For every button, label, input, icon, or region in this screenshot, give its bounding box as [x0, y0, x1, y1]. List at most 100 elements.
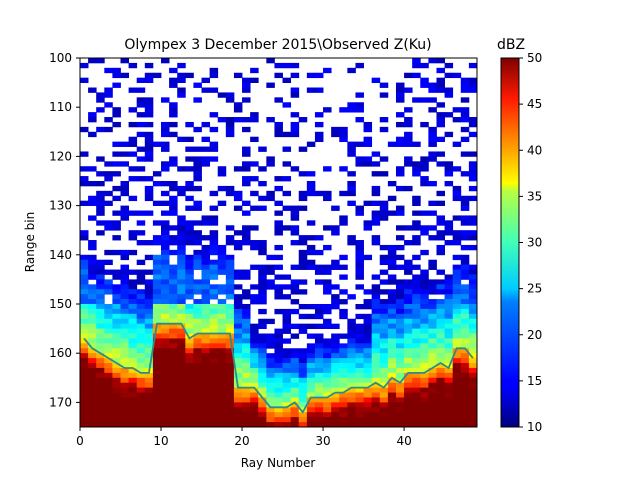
heatmap-cell: [387, 180, 397, 187]
heatmap-cell: [428, 392, 437, 398]
heatmap-cell: [395, 343, 405, 349]
heatmap-cell: [193, 303, 202, 310]
heatmap-cell: [193, 402, 202, 408]
heatmap-cell: [306, 303, 316, 310]
heatmap-cell: [428, 363, 437, 369]
heatmap-cell: [404, 121, 413, 128]
heatmap-cell: [79, 338, 89, 344]
heatmap-cell: [185, 348, 194, 354]
heatmap-cell: [104, 308, 113, 315]
heatmap-cell: [355, 259, 364, 266]
heatmap-cell: [201, 259, 211, 266]
heatmap-cell: [404, 402, 413, 408]
heatmap-cell: [444, 343, 454, 349]
heatmap-cell: [104, 372, 113, 379]
heatmap-cell: [444, 289, 454, 295]
heatmap-cell: [161, 417, 170, 423]
heatmap-cell: [177, 422, 186, 428]
heatmap-cell: [225, 131, 235, 138]
heatmap-cell: [323, 303, 332, 310]
heatmap-cell: [96, 372, 105, 379]
heatmap-cell: [298, 171, 308, 177]
heatmap-cell: [144, 323, 154, 329]
heatmap-cell: [314, 348, 324, 354]
heatmap-cell: [161, 57, 170, 64]
heatmap-cell: [169, 318, 178, 325]
heatmap-cell: [161, 367, 170, 374]
heatmap-cell: [258, 308, 267, 315]
y-tick-label: 100: [49, 51, 72, 65]
heatmap-cell: [209, 205, 219, 211]
heatmap-cell: [412, 358, 421, 364]
heatmap-cell: [258, 274, 267, 280]
heatmap-cell: [225, 407, 235, 413]
heatmap-cell: [161, 230, 170, 236]
heatmap-cell: [104, 259, 113, 266]
heatmap-cell: [193, 387, 202, 393]
heatmap-cell: [282, 387, 292, 393]
heatmap-cell: [225, 348, 235, 354]
heatmap-cell: [290, 264, 300, 270]
heatmap-cell: [258, 358, 267, 364]
heatmap-cell: [120, 308, 129, 315]
heatmap-cell: [209, 126, 219, 133]
heatmap-cell: [452, 303, 462, 310]
heatmap-cell: [404, 313, 413, 320]
heatmap-cell: [355, 382, 364, 389]
heatmap-cell: [201, 289, 211, 295]
heatmap-cell: [128, 235, 138, 241]
heatmap-cell: [371, 412, 381, 418]
heatmap-cell: [144, 210, 154, 216]
heatmap-cell: [112, 235, 121, 241]
heatmap-cell: [88, 303, 97, 310]
heatmap-cell: [193, 284, 202, 290]
heatmap-cell: [363, 402, 373, 408]
heatmap-cell: [395, 299, 405, 305]
heatmap-cell: [201, 308, 211, 315]
heatmap-cell: [266, 412, 275, 418]
heatmap-cell: [120, 387, 129, 393]
heatmap-cell: [282, 367, 292, 374]
heatmap-cell: [444, 112, 454, 118]
heatmap-cell: [355, 156, 364, 162]
heatmap-cell: [314, 112, 324, 118]
heatmap-cell: [96, 274, 105, 280]
heatmap-cell: [185, 387, 194, 393]
heatmap-cell: [314, 387, 324, 393]
heatmap-cell: [136, 156, 146, 162]
heatmap-cell: [104, 225, 113, 231]
heatmap-cell: [233, 303, 243, 310]
heatmap-cell: [460, 392, 470, 398]
heatmap-cell: [290, 279, 300, 285]
heatmap-cell: [266, 117, 275, 123]
heatmap-cell: [468, 151, 478, 157]
heatmap-cell: [290, 382, 300, 389]
heatmap-cell: [88, 417, 97, 423]
heatmap-cell: [209, 372, 219, 379]
heatmap-cell: [444, 225, 454, 231]
heatmap-cell: [355, 254, 364, 261]
heatmap-cell: [298, 417, 308, 423]
heatmap-cell: [347, 67, 356, 74]
heatmap-cell: [306, 392, 316, 398]
heatmap-cell: [420, 77, 429, 83]
heatmap-cell: [404, 333, 413, 339]
heatmap-cell: [290, 353, 300, 359]
heatmap-cell: [339, 126, 348, 133]
heatmap-cell: [404, 107, 413, 113]
heatmap-cell: [404, 303, 413, 310]
heatmap-cell: [177, 284, 186, 290]
heatmap-cell: [314, 313, 324, 320]
heatmap-cell: [266, 417, 275, 423]
heatmap-cell: [233, 377, 243, 384]
heatmap-cell: [347, 382, 356, 389]
heatmap-cell: [250, 377, 259, 384]
heatmap-cell: [436, 249, 445, 256]
heatmap-cell: [250, 417, 259, 423]
heatmap-cell: [339, 363, 348, 369]
heatmap-cell: [144, 338, 154, 344]
heatmap-cell: [460, 412, 470, 418]
heatmap-cell: [314, 264, 324, 270]
heatmap-cell: [193, 97, 202, 103]
